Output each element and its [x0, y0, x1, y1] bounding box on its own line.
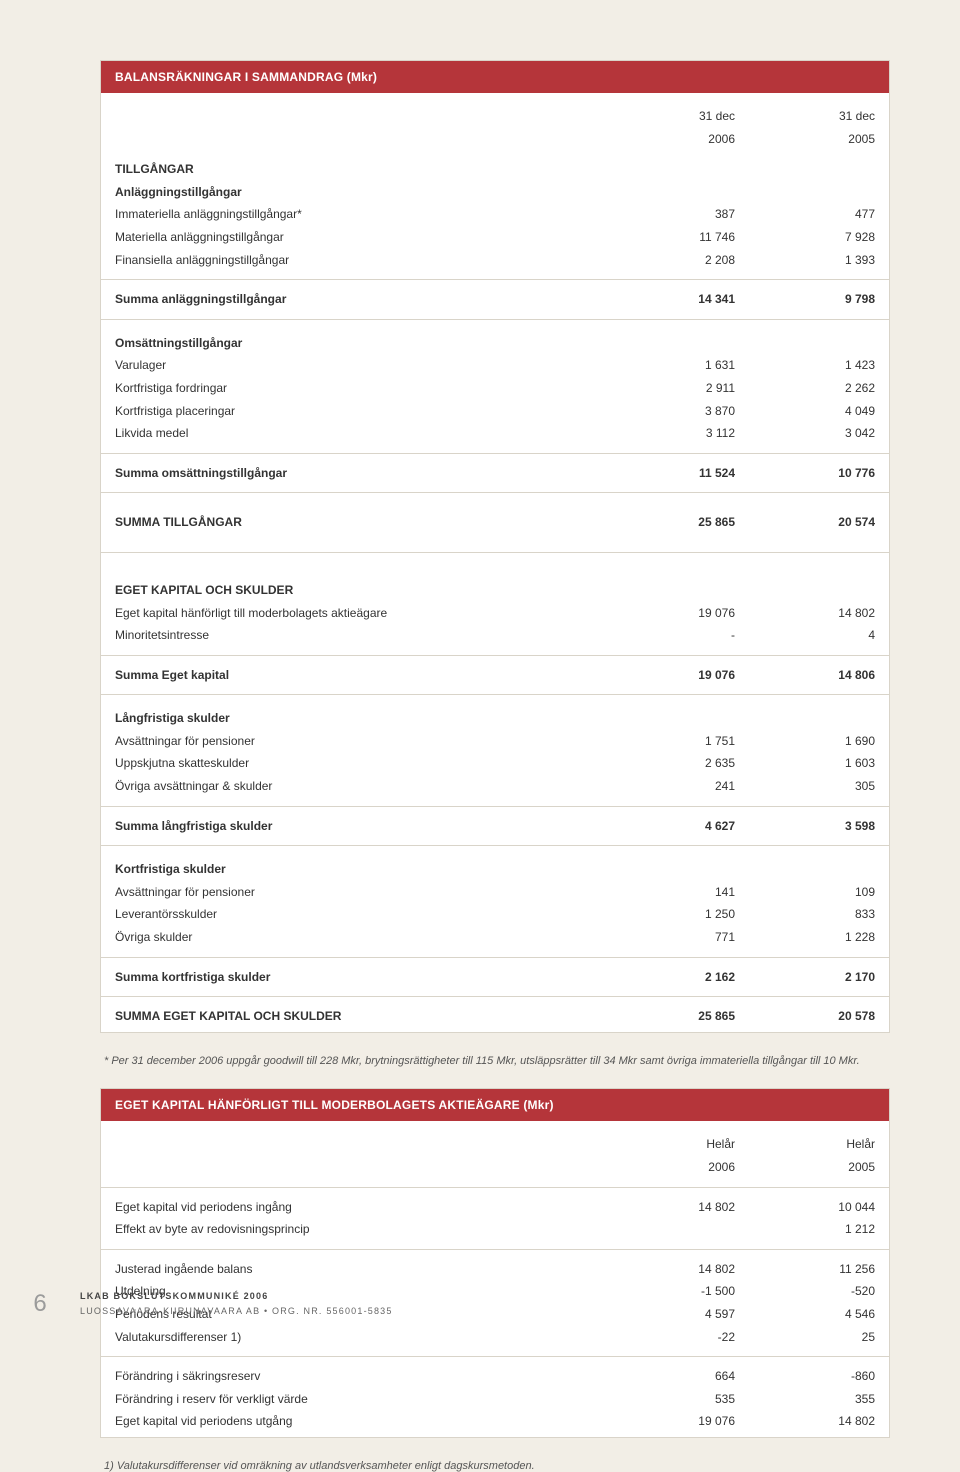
- section-tillgangar: TILLGÅNGAR: [101, 150, 889, 181]
- t2-col2-top: Helår: [735, 1135, 875, 1154]
- row-ingaende: Eget kapital vid periodens ingång14 8021…: [101, 1192, 889, 1219]
- section-langfristiga: Långfristiga skulder: [101, 699, 889, 730]
- section-anlaggning: Anläggningstillgångar: [101, 181, 889, 204]
- col1-header-top: 31 dec: [595, 107, 735, 126]
- row-summa-eget: Summa Eget kapital19 07614 806: [101, 660, 889, 691]
- row-kortfristiga-fordringar: Kortfristiga fordringar2 9112 262: [101, 377, 889, 400]
- table2-header-row: Helår Helår: [101, 1121, 889, 1156]
- table2-footnote: 1) Valutakursdifferenser vid omräkning a…: [100, 1450, 890, 1472]
- row-summa-lang: Summa långfristiga skulder4 6273 598: [101, 811, 889, 842]
- row-ovriga-avsattningar: Övriga avsättningar & skulder241305: [101, 775, 889, 802]
- row-materiella: Materiella anläggningstillgångar11 7467 …: [101, 226, 889, 249]
- row-avsattningar-pension: Avsättningar för pensioner1 7511 690: [101, 730, 889, 753]
- row-summa-eks: SUMMA EGET KAPITAL OCH SKULDER25 86520 5…: [101, 1001, 889, 1032]
- table1-header-row: 31 dec 31 dec: [101, 93, 889, 128]
- row-effekt-byte: Effekt av byte av redovisningsprincip1 2…: [101, 1218, 889, 1245]
- row-summa-tillgangar: SUMMA TILLGÅNGAR25 86520 574: [101, 497, 889, 548]
- row-varulager: Varulager1 6311 423: [101, 354, 889, 377]
- row-summa-oms: Summa omsättningstillgångar11 52410 776: [101, 458, 889, 489]
- row-immateriella: Immateriella anläggningstillgångar*38747…: [101, 203, 889, 226]
- page-number: 6: [0, 1290, 80, 1318]
- row-leverantor: Leverantörsskulder1 250833: [101, 903, 889, 926]
- table1-footnote: * Per 31 december 2006 uppgår goodwill t…: [100, 1045, 890, 1089]
- row-verkligt: Förändring i reserv för verkligt värde53…: [101, 1388, 889, 1411]
- row-minoritet: Minoritetsintresse-4: [101, 624, 889, 651]
- row-valutakurs: Valutakursdifferenser 1)-2225: [101, 1326, 889, 1353]
- row-utgaende: Eget kapital vid periodens utgång19 0761…: [101, 1410, 889, 1437]
- equity-table: EGET KAPITAL HÄNFÖRLIGT TILL MODERBOLAGE…: [100, 1088, 890, 1438]
- row-finansiella: Finansiella anläggningstillgångar2 2081 …: [101, 249, 889, 276]
- row-summa-anl: Summa anläggningstillgångar14 3419 798: [101, 284, 889, 315]
- row-ovriga-skulder: Övriga skulder7711 228: [101, 926, 889, 953]
- footer-line2: LUOSSAVAARA-KIIRUNAVAARA AB • ORG. NR. 5…: [80, 1304, 393, 1318]
- footer-line1: LKAB BOKSLUTSKOMMUNIKÉ 2006: [80, 1289, 393, 1303]
- row-sakring: Förändring i säkringsreserv664-860: [101, 1361, 889, 1388]
- section-kortfristiga: Kortfristiga skulder: [101, 850, 889, 881]
- col2-header-bot: 2005: [735, 130, 875, 149]
- t2-col1-bot: 2006: [595, 1158, 735, 1177]
- table2-title: EGET KAPITAL HÄNFÖRLIGT TILL MODERBOLAGE…: [101, 1089, 889, 1121]
- row-summa-kort: Summa kortfristiga skulder2 1622 170: [101, 962, 889, 993]
- section-omsattning: Omsättningstillgångar: [101, 324, 889, 355]
- col2-header-top: 31 dec: [735, 107, 875, 126]
- row-justerad: Justerad ingående balans14 80211 256: [101, 1254, 889, 1281]
- row-kortfristiga-placeringar: Kortfristiga placeringar3 8704 049: [101, 400, 889, 423]
- t2-col2-bot: 2005: [735, 1158, 875, 1177]
- col1-header-bot: 2006: [595, 130, 735, 149]
- page-footer: 6 LKAB BOKSLUTSKOMMUNIKÉ 2006 LUOSSAVAAR…: [0, 1289, 393, 1318]
- row-likvida: Likvida medel3 1123 042: [101, 422, 889, 449]
- t2-col1-top: Helår: [595, 1135, 735, 1154]
- table1-title: BALANSRÄKNINGAR I SAMMANDRAG (Mkr): [101, 61, 889, 93]
- row-avsattningar-pension2: Avsättningar för pensioner141109: [101, 881, 889, 904]
- row-eget-hanforligt: Eget kapital hänförligt till moderbolage…: [101, 602, 889, 625]
- table1-header-row2: 2006 2005: [101, 128, 889, 151]
- balance-sheet-table: BALANSRÄKNINGAR I SAMMANDRAG (Mkr) 31 de…: [100, 60, 890, 1033]
- table2-header-row2: 2006 2005: [101, 1156, 889, 1183]
- row-uppskjutna: Uppskjutna skatteskulder2 6351 603: [101, 752, 889, 775]
- section-eks: EGET KAPITAL OCH SKULDER: [101, 557, 889, 602]
